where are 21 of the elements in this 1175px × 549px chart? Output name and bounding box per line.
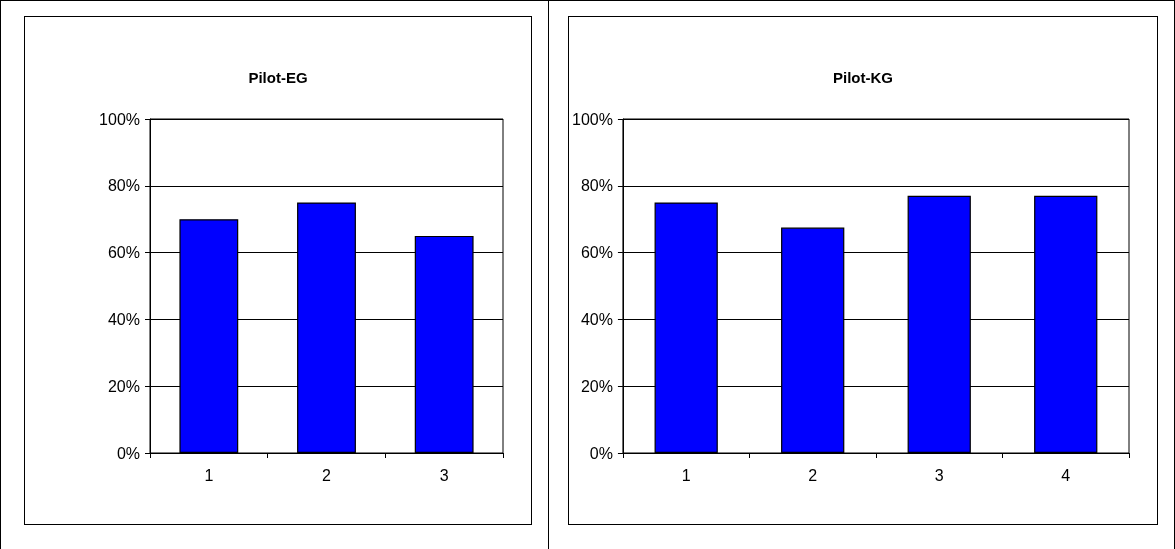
y-tick-label: 100% — [99, 110, 140, 128]
y-tick-label: 60% — [580, 244, 613, 262]
x-tick-label: 4 — [1061, 466, 1071, 484]
x-tick-label: 3 — [439, 466, 449, 484]
chart-title: Pilot-KG — [833, 69, 893, 86]
y-tick-label: 20% — [107, 377, 140, 395]
y-tick-label: 40% — [580, 310, 613, 328]
y-tick-label: 40% — [107, 310, 140, 328]
x-tick-label: 2 — [808, 466, 818, 484]
x-tick-label: 1 — [681, 466, 691, 484]
chart-title: Pilot-EG — [248, 69, 308, 86]
y-tick-label: 0% — [589, 444, 613, 462]
x-tick-label: 2 — [322, 466, 332, 484]
x-tick-label: 1 — [204, 466, 214, 484]
y-tick-label: 100% — [572, 110, 613, 128]
x-tick-label: 3 — [934, 466, 944, 484]
y-tick-label: 20% — [580, 377, 613, 395]
y-tick-label: 0% — [116, 444, 140, 462]
y-tick-label: 60% — [107, 244, 140, 262]
y-tick-label: 80% — [580, 177, 613, 195]
y-tick-label: 80% — [107, 177, 140, 195]
